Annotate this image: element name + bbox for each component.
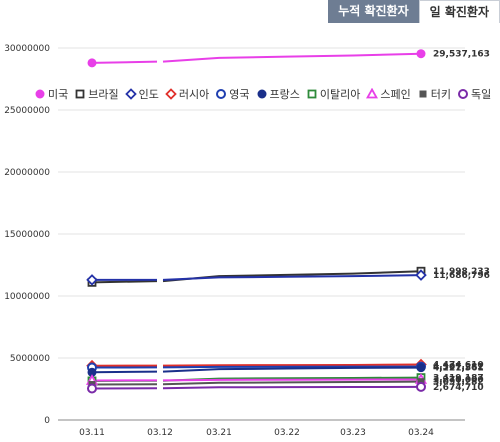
y-tick-label: 25000000 <box>4 106 50 116</box>
legend-label: 독일 <box>470 88 492 101</box>
y-tick-label: 20000000 <box>4 168 50 178</box>
series-line <box>162 365 422 369</box>
data-point <box>124 88 137 100</box>
legend-marker-icon <box>419 90 427 98</box>
legend-label: 미국 <box>48 88 69 101</box>
legend-item[interactable]: 인도 <box>124 86 159 102</box>
legend-label: 이탈리아 <box>319 88 361 101</box>
x-tick-label: 03.12 <box>147 428 173 438</box>
data-point <box>87 58 97 68</box>
x-tick-label: 03.22 <box>274 428 300 438</box>
legend-marker-icon <box>216 89 227 99</box>
x-tick-label: 03.24 <box>408 428 434 438</box>
data-point <box>416 49 426 59</box>
data-point <box>35 89 45 99</box>
legend-item[interactable]: 브라질 <box>74 86 119 102</box>
data-point <box>87 367 97 377</box>
data-label: 4,221,561 <box>433 364 484 374</box>
data-point <box>419 90 427 98</box>
data-point <box>216 89 227 99</box>
legend-marker-icon <box>257 89 266 99</box>
series-line <box>162 378 422 382</box>
data-point <box>366 88 379 99</box>
legend-label: 영국 <box>229 88 250 101</box>
series-line <box>162 274 422 281</box>
legend-marker-icon <box>366 88 379 99</box>
data-point <box>165 88 177 100</box>
series-line <box>91 370 158 374</box>
data-label: 3,091,282 <box>433 378 484 388</box>
y-tick-label: 5000000 <box>10 354 50 364</box>
data-point <box>307 89 317 99</box>
tab-cumulative-cases[interactable]: 누적 확진환자 <box>328 0 419 23</box>
x-tick-label: 03.21 <box>206 428 232 438</box>
legend-marker-icon <box>165 88 177 100</box>
series-line <box>162 52 422 63</box>
data-label: 29,537,163 <box>433 50 490 60</box>
x-tick-label: 03.23 <box>340 428 366 438</box>
legend-label: 스페인 <box>380 88 411 101</box>
legend-item[interactable]: 러시아 <box>165 86 209 102</box>
data-point <box>416 381 426 392</box>
legend-label: 터키 <box>430 88 451 101</box>
legend-item[interactable]: 스페인 <box>366 86 411 102</box>
data-label: 4,474,610 <box>433 361 484 371</box>
series-line <box>162 380 422 386</box>
legend-item[interactable]: 프랑스 <box>256 86 300 102</box>
data-label: 4,307,282 <box>433 363 484 373</box>
legend-label: 러시아 <box>178 88 210 101</box>
legend-label: 인도 <box>138 88 159 101</box>
data-label: 3,419,187 <box>433 374 484 384</box>
legend-item[interactable]: 미국 <box>34 86 68 102</box>
series-line <box>162 363 422 367</box>
legend-item[interactable]: 이탈리아 <box>306 86 360 102</box>
data-point <box>416 363 426 373</box>
data-label: 2,674,710 <box>433 383 484 393</box>
data-point <box>457 89 468 99</box>
tab-daily-cases[interactable]: 일 확진환자 <box>418 0 500 23</box>
legend-marker-icon <box>457 89 468 99</box>
legend-marker-icon <box>35 89 45 99</box>
series-line <box>91 60 158 64</box>
legend-marker-icon <box>75 89 85 99</box>
data-label: 11,686,796 <box>433 271 490 281</box>
legend-item[interactable]: 영국 <box>215 86 250 102</box>
y-tick-label: 0 <box>44 416 50 426</box>
legend-item[interactable]: 터키 <box>417 86 451 102</box>
y-tick-label: 30000000 <box>4 44 50 54</box>
y-tick-label: 15000000 <box>4 230 50 240</box>
data-point <box>415 269 427 281</box>
legend-item[interactable]: 독일 <box>457 86 491 102</box>
legend-marker-icon <box>124 88 137 100</box>
x-tick-label: 03.11 <box>79 428 105 438</box>
legend-marker-icon <box>307 89 317 99</box>
data-point <box>257 89 266 99</box>
series-line <box>91 280 158 284</box>
series-line <box>162 385 422 390</box>
data-label: 11,998,233 <box>433 267 490 277</box>
chart-legend: 미국 브라질 인도 러시아 영국 프랑스 이탈리아 스페인 터키 독일 <box>34 86 497 102</box>
view-tabs: 누적 확진환자 일 확진환자 <box>328 0 500 23</box>
data-point <box>86 274 98 286</box>
y-tick-label: 10000000 <box>4 292 50 302</box>
data-point <box>75 89 85 99</box>
series-line <box>162 366 422 373</box>
data-point <box>87 383 97 394</box>
data-label: 3,270,000 <box>433 375 484 385</box>
legend-label: 브라질 <box>88 88 119 101</box>
legend-label: 프랑스 <box>269 88 300 101</box>
data-point <box>417 378 425 386</box>
